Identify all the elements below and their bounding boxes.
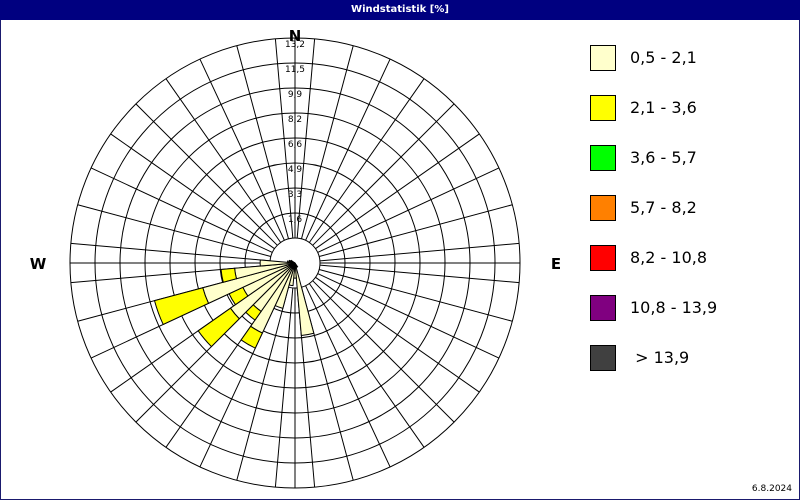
legend-label: > 13,9 [630, 348, 690, 367]
sector-bar [294, 262, 315, 336]
compass-north: N [289, 27, 302, 45]
radial-tick-label: 8,2 [288, 115, 302, 125]
grid-spoke [317, 273, 500, 359]
sector-bar [240, 325, 264, 349]
compass-east: E [551, 255, 560, 273]
radial-tick-label: 6,6 [288, 140, 303, 150]
sector-bar [220, 267, 238, 283]
legend-label: 3,6 - 5,7 [630, 148, 697, 167]
radial-tick-label: 9,9 [288, 90, 303, 100]
legend-label: 10,8 - 13,9 [630, 298, 718, 317]
grid-spoke [305, 58, 391, 241]
legend-swatch [590, 345, 616, 371]
grid-spoke [165, 78, 282, 243]
grid-spoke [315, 133, 480, 250]
radial-tick-label: 11,5 [285, 65, 305, 75]
grid-spoke [319, 268, 513, 322]
legend-label: 5,7 - 8,2 [630, 198, 697, 217]
grid-spoke [296, 38, 316, 239]
sector-bar [294, 262, 298, 269]
window-title: Windstatistik [%] [0, 0, 800, 20]
sector-bar [197, 307, 240, 348]
legend-label: 2,1 - 3,6 [630, 98, 697, 117]
grid-spoke [308, 283, 425, 448]
grid-spoke [90, 167, 273, 253]
date-label: 6.8.2024 [751, 484, 792, 494]
grid-spoke [135, 103, 278, 246]
legend-swatch [590, 145, 616, 171]
radial-tick-label: 3,3 [288, 190, 302, 200]
sector-bar [290, 259, 296, 264]
wind-rose-chart: 1,63,34,96,68,29,911,513,2NESW [30, 27, 560, 489]
grid-spoke [274, 38, 294, 239]
grid-spoke [308, 78, 425, 243]
grid-spoke [300, 45, 354, 239]
grid-spoke [236, 45, 290, 239]
grid-spoke [274, 287, 294, 488]
legend-swatch [590, 295, 616, 321]
compass-west: W [30, 255, 47, 273]
grid-spoke [199, 58, 285, 241]
legend-swatch [590, 95, 616, 121]
grid-spoke [312, 280, 455, 423]
grid-spoke [77, 204, 271, 258]
radial-tick-label: 1,6 [288, 215, 303, 225]
grid-spoke [305, 285, 391, 468]
grid-spoke [110, 133, 275, 250]
grid-spoke [236, 287, 290, 481]
sector-bar [153, 287, 210, 326]
legend-swatch [590, 195, 616, 221]
grid-spoke [312, 103, 455, 246]
grid-spoke [319, 204, 513, 258]
sector-bar [259, 259, 296, 267]
radial-tick-label: 4,9 [288, 165, 303, 175]
legend-swatch [590, 245, 616, 271]
grid-spoke [70, 242, 271, 262]
grid-spoke [317, 167, 500, 253]
grid-spoke [315, 276, 480, 393]
grid-spoke [319, 242, 520, 262]
legend-swatch [590, 45, 616, 71]
legend-label: 0,5 - 2,1 [630, 48, 697, 67]
legend-label: 8,2 - 10,8 [630, 248, 708, 267]
grid-spoke [319, 264, 520, 284]
radial-tick-label: 13,2 [285, 40, 305, 50]
